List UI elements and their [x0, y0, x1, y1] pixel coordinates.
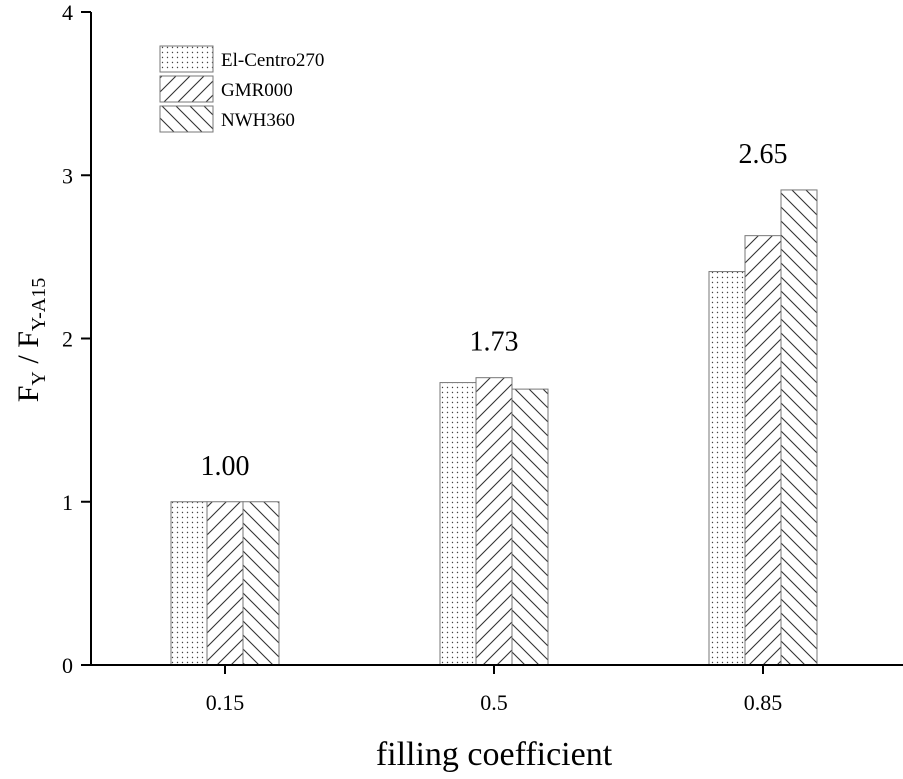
x-tick-label: 0.5: [480, 690, 508, 715]
legend-label: El-Centro270: [221, 50, 324, 71]
y-title-main1: F: [12, 386, 45, 403]
bar-nwh360-0.5: [511, 388, 549, 666]
bar-el-centro270-0.5: [439, 382, 477, 666]
x-axis-title: filling coefficient: [376, 736, 613, 773]
y-title-main2: F: [12, 331, 45, 348]
bar-nwh360-0.15: [242, 501, 280, 666]
legend: El-Centro270 GMR000 NWH360: [159, 45, 324, 133]
y-tick-label: 4: [62, 0, 73, 25]
group-annotation: 1.00: [201, 451, 250, 482]
legend-swatch: [159, 75, 214, 103]
y-tick-label: 0: [62, 653, 73, 678]
y-axis-title: FY / FY-A15: [12, 278, 50, 403]
y-title-sub2: Y-A15: [28, 278, 50, 331]
bar-gmr000-0.5: [475, 377, 513, 666]
x-ticks: 0.15 0.5 0.85: [206, 665, 783, 715]
y-tick-label: 2: [62, 327, 73, 352]
annotations-layer: 1.00 1.73 2.65: [201, 139, 788, 482]
legend-swatch: [159, 45, 214, 73]
bar-el-centro270-0.15: [170, 501, 208, 666]
legend-label: NWH360: [221, 110, 295, 131]
y-tick-label: 1: [62, 490, 73, 515]
x-tick-label: 0.15: [206, 690, 245, 715]
group-annotation: 2.65: [739, 139, 788, 170]
bar-nwh360-0.85: [780, 189, 818, 666]
y-tick-label: 3: [62, 163, 73, 188]
bar-gmr000-0.15: [206, 501, 244, 666]
y-ticks: 0 1 2 3 4: [62, 0, 91, 678]
group-annotation: 1.73: [470, 327, 519, 358]
x-tick-label: 0.85: [744, 690, 783, 715]
bar-gmr000-0.85: [744, 235, 782, 666]
y-title-sep: /: [12, 348, 45, 371]
legend-swatch: [159, 105, 214, 133]
bars-layer: [170, 189, 818, 666]
legend-label: GMR000: [221, 80, 293, 101]
bar-el-centro270-0.85: [708, 271, 746, 666]
y-title-sub1: Y: [28, 371, 50, 385]
